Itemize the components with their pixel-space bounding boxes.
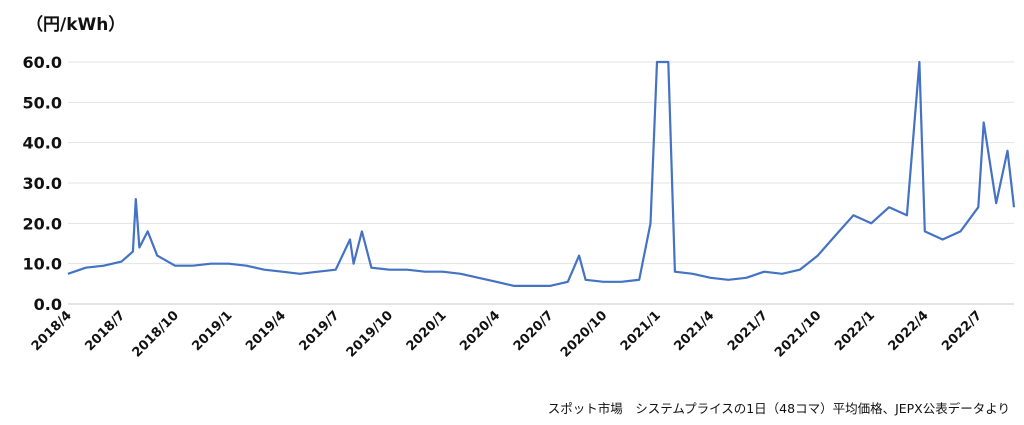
x-tick-label: 2022/4 bbox=[886, 308, 932, 354]
x-tick-label: 2020/1 bbox=[404, 308, 450, 354]
x-tick-label: 2018/10 bbox=[130, 308, 182, 360]
source-note: スポット市場 システムプライスの1日（48コマ）平均価格、JEPX公表データより bbox=[547, 401, 1010, 416]
y-tick-label: 10.0 bbox=[23, 255, 62, 274]
x-tick-label: 2022/1 bbox=[832, 308, 878, 354]
x-tick-label: 2019/10 bbox=[344, 308, 396, 360]
y-tick-label: 30.0 bbox=[23, 174, 62, 193]
x-tick-labels: 2018/4 2018/7 2018/10 2019/1 2019/4 2019/7 201… bbox=[29, 308, 985, 360]
x-tick-label: 2019/4 bbox=[243, 308, 289, 354]
y-axis-unit-label: （円/kWh） bbox=[26, 15, 126, 35]
x-tick-label: 2018/4 bbox=[29, 308, 75, 354]
x-tick-label: 2021/4 bbox=[671, 308, 717, 354]
x-tick-label: 2020/7 bbox=[511, 308, 557, 354]
x-tick-label: 2019/7 bbox=[297, 308, 343, 354]
x-tick-label: 2021/10 bbox=[772, 308, 824, 360]
x-tick-label: 2020/4 bbox=[457, 308, 503, 354]
x-tick-label: 2022/7 bbox=[939, 308, 985, 354]
y-tick-label: 40.0 bbox=[23, 134, 62, 153]
x-tick-label: 2018/7 bbox=[82, 308, 128, 354]
y-tick-label: 20.0 bbox=[23, 214, 62, 233]
y-tick-labels: 0.0 10.0 20.0 30.0 40.0 50.0 60.0 bbox=[23, 53, 62, 314]
gridlines bbox=[68, 61, 1014, 305]
y-tick-label: 0.0 bbox=[34, 295, 62, 314]
series-line bbox=[67, 60, 1016, 287]
x-tick-label: 2020/10 bbox=[558, 308, 610, 360]
x-tick-label: 2019/1 bbox=[190, 308, 236, 354]
y-tick-label: 50.0 bbox=[23, 93, 62, 112]
x-tick-label: 2021/1 bbox=[618, 308, 664, 354]
x-tick-label: 2021/7 bbox=[725, 308, 771, 354]
y-tick-label: 60.0 bbox=[23, 53, 62, 72]
